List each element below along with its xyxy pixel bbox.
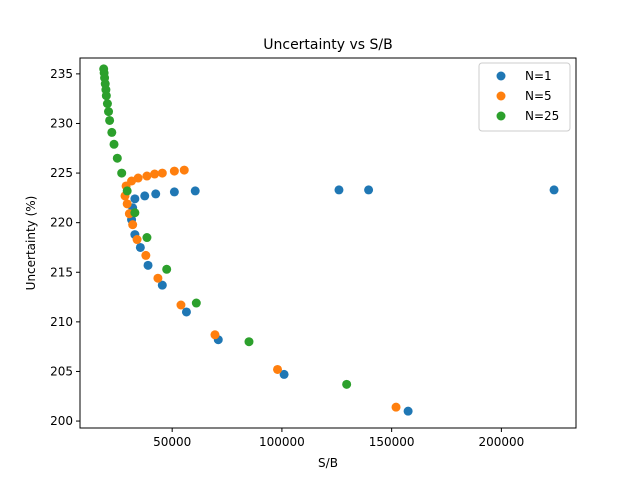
scatter-point	[153, 273, 163, 283]
scatter-point	[107, 127, 117, 137]
scatter-point	[273, 364, 283, 374]
scatter-point	[112, 153, 122, 163]
scatter-point	[181, 307, 191, 317]
scatter-point	[102, 99, 112, 109]
scatter-point	[130, 208, 140, 218]
scatter-point	[190, 186, 200, 196]
scatter-point	[244, 337, 254, 347]
scatter-point	[142, 171, 152, 181]
scatter-point	[210, 330, 220, 340]
axes-group	[79, 57, 577, 429]
scatter-point	[342, 379, 352, 389]
scatter-point	[162, 264, 172, 274]
scatter-point	[150, 169, 160, 179]
scatter-point	[279, 369, 289, 379]
legend-label: N=25	[525, 109, 559, 123]
scatter-point	[169, 187, 179, 197]
scatter-point	[140, 191, 150, 201]
x-axis-label: S/B	[318, 456, 338, 470]
scatter-point	[142, 233, 152, 243]
scatter-point	[105, 115, 115, 125]
scatter-point	[169, 166, 179, 176]
scatter-point	[151, 189, 161, 199]
scatter-point	[99, 64, 109, 74]
y-tick-label: 220	[50, 216, 73, 230]
scatter-point	[364, 185, 374, 195]
x-tick-label: 50000	[153, 435, 191, 449]
legend-marker	[496, 71, 506, 81]
x-tick-label: 100000	[259, 435, 305, 449]
y-tick-label: 225	[50, 166, 73, 180]
legend-marker	[496, 91, 506, 101]
data-points	[99, 64, 559, 416]
scatter-point	[176, 300, 186, 310]
scatter-point	[179, 165, 189, 175]
legend-label: N=5	[525, 89, 552, 103]
legend-marker	[496, 111, 506, 121]
scatter-point	[117, 168, 127, 178]
scatter-point	[334, 185, 344, 195]
scatter-point	[122, 186, 132, 196]
y-tick-label: 210	[50, 315, 73, 329]
scatter-point	[391, 402, 401, 412]
scatter-point	[157, 168, 167, 178]
scatter-point	[122, 199, 132, 209]
y-tick-label: 205	[50, 364, 73, 378]
scatter-point	[141, 250, 151, 260]
scatter-point	[549, 185, 559, 195]
scatter-point	[128, 220, 138, 230]
y-tick-label: 230	[50, 116, 73, 130]
scatter-point	[191, 298, 201, 308]
legend-label: N=1	[525, 69, 552, 83]
plot-area-frame	[79, 57, 577, 429]
scatter-point	[403, 406, 413, 416]
scatter-point	[132, 235, 142, 245]
scatter-point	[157, 280, 167, 290]
x-tick-label: 150000	[369, 435, 415, 449]
scatter-point	[130, 194, 140, 204]
y-axis-label: Uncertainty (%)	[24, 196, 38, 291]
y-tick-label: 200	[50, 414, 73, 428]
scatter-point	[109, 139, 119, 149]
y-axis-ticks: 200 205 210 215 220 225 230 235	[50, 67, 80, 428]
scatter-point	[104, 107, 114, 117]
scatter-point	[135, 242, 145, 252]
legend: N=1 N=5 N=25	[478, 62, 571, 132]
scatter-point	[143, 260, 153, 270]
x-tick-label: 200000	[478, 435, 524, 449]
y-tick-label: 235	[50, 67, 73, 81]
chart-title: Uncertainty vs S/B	[263, 37, 392, 53]
scatter-point	[133, 173, 143, 183]
x-axis-ticks: 50000 100000 150000 200000	[153, 428, 524, 449]
y-tick-label: 215	[50, 265, 73, 279]
